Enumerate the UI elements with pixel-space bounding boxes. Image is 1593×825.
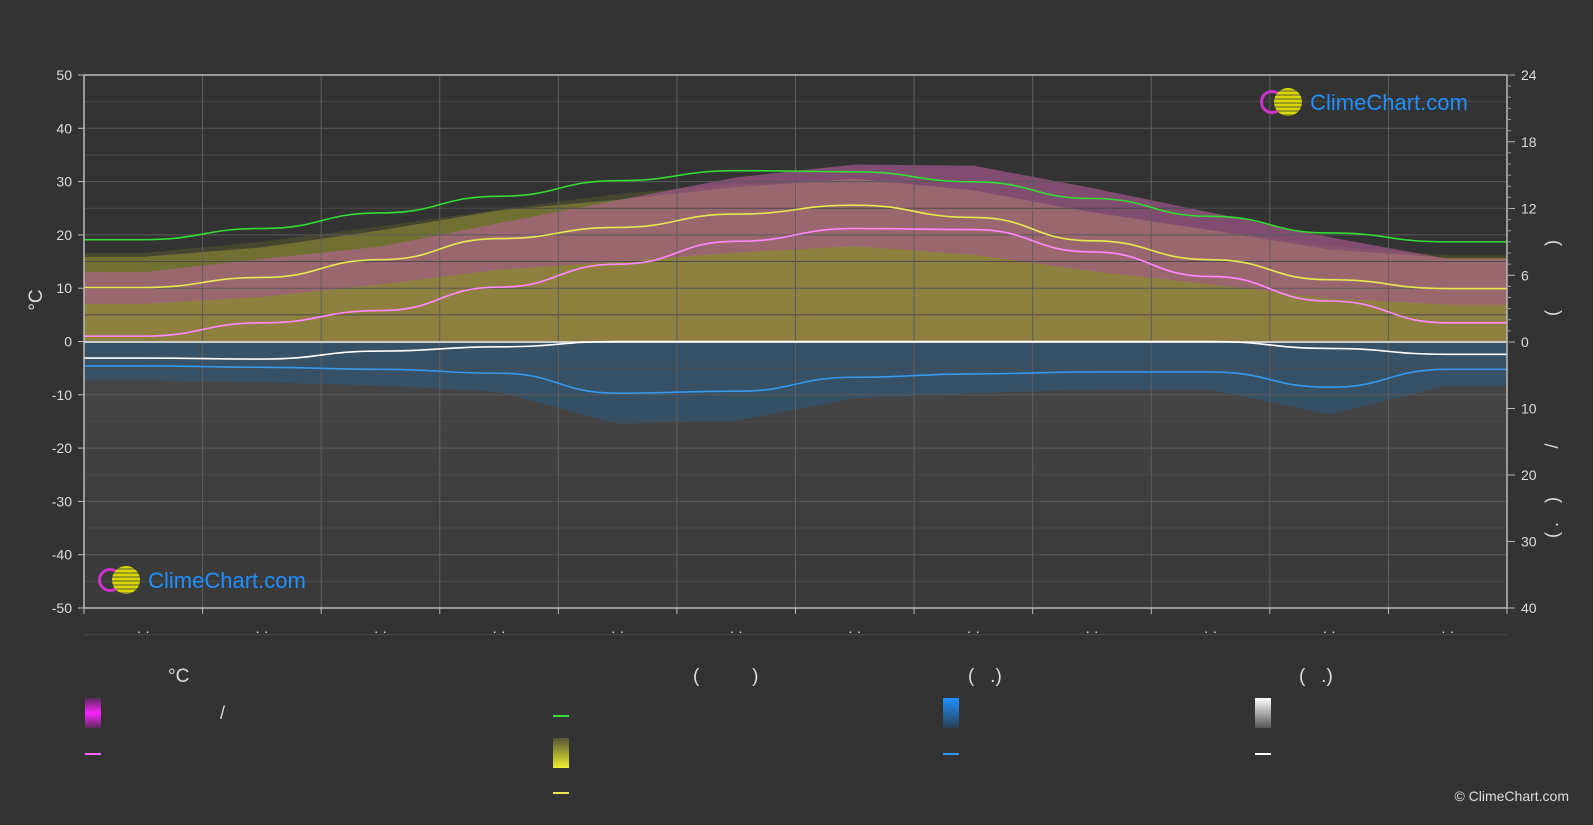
x-tick-label-11: · · — [1441, 623, 1454, 639]
series-line-min_temp — [83, 340, 1507, 360]
series-line-sunshine — [84, 204, 1507, 290]
left-tick-label-1: 40 — [56, 120, 72, 136]
x-tick-label-7: · · — [967, 623, 980, 639]
left-tick-label-6: -10 — [52, 387, 72, 403]
legend-swatch-rain-band — [943, 698, 959, 728]
right-top-tick-label-4: 0 — [1521, 334, 1529, 350]
legend-swatch-snow-band — [1255, 698, 1271, 728]
legend-swatch-sunshine-line — [553, 792, 569, 794]
legend-swatch-sunshine-band — [553, 738, 569, 768]
right-top-tick-label-2: 12 — [1521, 201, 1537, 217]
legend-swatch-temp-line — [85, 753, 101, 755]
logo-bottom-left: ClimeChart.com — [96, 566, 306, 596]
left-tick-label-9: -40 — [52, 547, 72, 563]
left-tick-label-2: 30 — [56, 174, 72, 190]
legend-swatch-snow-line — [1255, 753, 1271, 755]
x-tick-label-9: · · — [1204, 623, 1217, 639]
right-axis-label-fragment-3: ) — [1542, 497, 1562, 503]
right-axis-label-fragment-2: / — [1542, 443, 1562, 448]
x-tick-label-10: · · — [1323, 623, 1336, 639]
x-tick-label-5: · · — [730, 623, 743, 639]
right-bottom-tick-label-3: 30 — [1521, 534, 1537, 550]
climechart-logo-icon — [96, 566, 142, 596]
legend-label-temp-range: / — [220, 703, 226, 723]
legend-header-snow: ( .) — [1299, 666, 1333, 687]
left-tick-label-0: 50 — [56, 67, 72, 83]
legend-swatch-rain-line — [943, 753, 959, 755]
series-line-max_temp — [83, 227, 1507, 337]
x-tick-label-4: · · — [611, 623, 624, 639]
x-tick-label-0: · · — [137, 623, 150, 639]
series-line-rain — [83, 365, 1507, 395]
logo-text: ClimeChart.com — [148, 568, 306, 593]
x-tick-label-2: · · — [374, 623, 387, 639]
legend-header-rain: ( .) — [968, 666, 1002, 687]
logo-top-right: ClimeChart.com — [1258, 88, 1468, 118]
right-axis-label-fragment-0: ) — [1542, 240, 1562, 246]
logo-text: ClimeChart.com — [1310, 90, 1468, 115]
right-top-tick-label-1: 18 — [1521, 134, 1537, 150]
left-tick-label-5: 0 — [64, 334, 72, 350]
right-bottom-tick-label-1: 10 — [1521, 401, 1537, 417]
climechart-logo-icon — [1258, 88, 1304, 118]
right-bottom-tick-label-2: 20 — [1521, 467, 1537, 483]
left-tick-label-10: -50 — [52, 600, 72, 616]
right-bottom-tick-label-4: 40 — [1521, 600, 1537, 616]
chart-grid — [83, 74, 1508, 636]
left-tick-label-8: -30 — [52, 493, 72, 509]
x-tick-label-1: · · — [255, 623, 268, 639]
legend-swatch-temp-range — [85, 698, 101, 728]
left-tick-label-7: -20 — [52, 440, 72, 456]
legend-header-sun: ( ) — [693, 666, 759, 687]
right-axis-label-fragment-4: ( . — [1542, 522, 1562, 538]
chart-lines — [83, 169, 1507, 395]
left-tick-label-4: 10 — [56, 280, 72, 296]
copyright: © ClimeChart.com — [1454, 788, 1569, 804]
legend-header-temperature: °C — [168, 666, 190, 687]
right-top-tick-label-0: 24 — [1521, 67, 1537, 83]
left-axis-label: °C — [26, 289, 47, 310]
right-axis-label-fragment-1: ( — [1542, 310, 1562, 316]
x-tick-label-6: · · — [848, 623, 861, 639]
x-tick-label-8: · · — [1085, 623, 1098, 639]
x-tick-label-3: · · — [492, 623, 505, 639]
series-line-daylight — [83, 169, 1507, 243]
left-tick-label-3: 20 — [56, 227, 72, 243]
legend-swatch-daylight — [553, 715, 569, 717]
chart-axes: 50 40 30 20 10 0 -10 -20 -30 -40 -50 °C 24 18 12 6 0 10 20… — [26, 67, 1562, 639]
right-top-tick-label-3: 6 — [1521, 267, 1529, 283]
